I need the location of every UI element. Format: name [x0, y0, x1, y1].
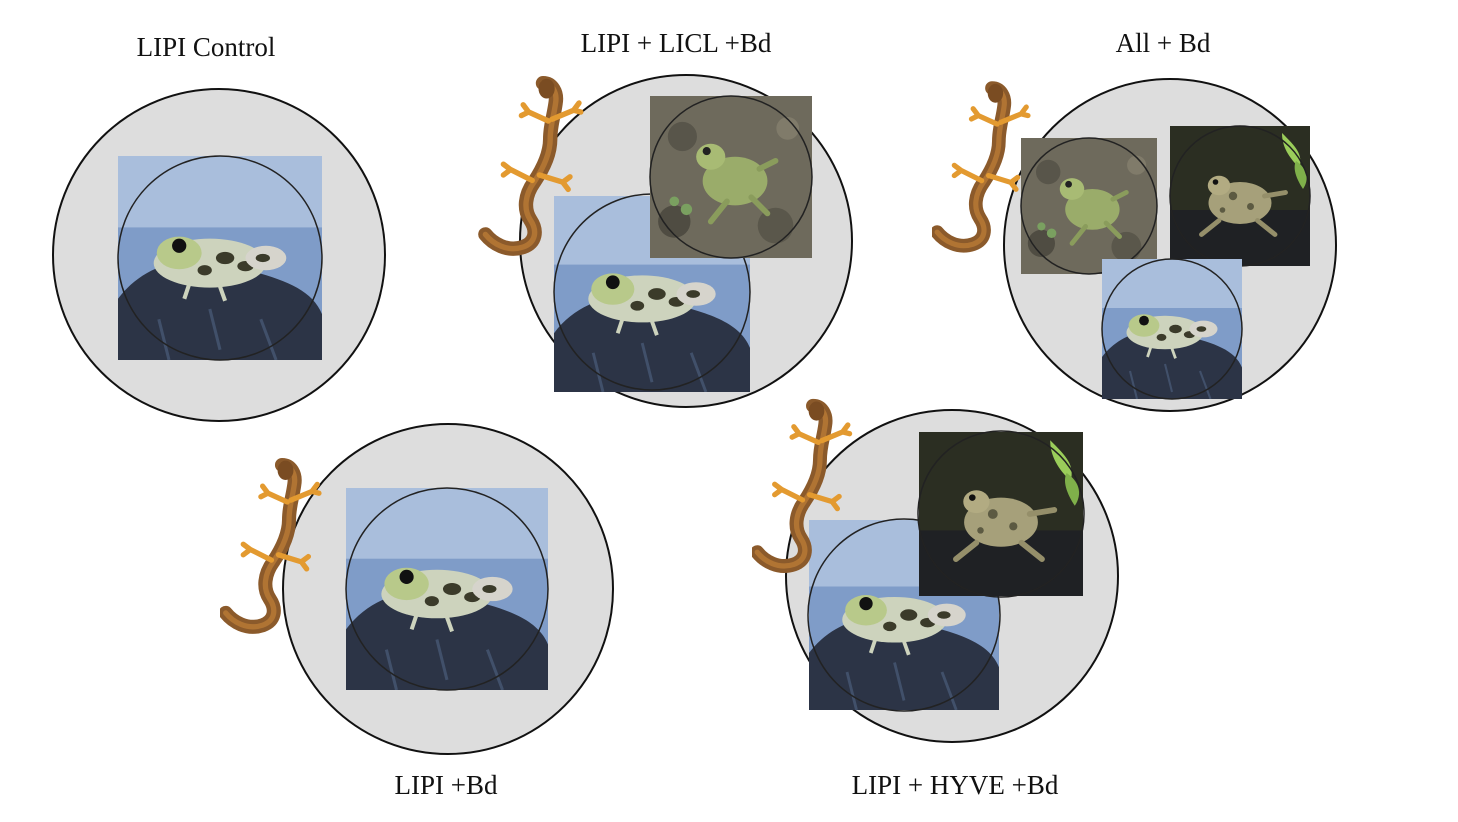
panel-lipi-control	[52, 88, 386, 422]
panel-title-lipi-bd: LIPI +Bd	[394, 770, 498, 800]
panel-title-all-bd: All + Bd	[1115, 28, 1211, 58]
panel-all-bd	[937, 78, 1337, 412]
licl-frog-photo	[650, 96, 812, 258]
panel-lipi-bd	[226, 423, 614, 755]
panel-title-lipi-control: LIPI Control	[136, 32, 276, 62]
panel-title-lipi-licl-bd: LIPI + LICL +Bd	[580, 28, 772, 58]
lipi-frog-photo	[346, 488, 548, 690]
hyve-frog-photo	[919, 432, 1083, 596]
lipi-frog-photo	[118, 156, 322, 360]
panel-lipi-hyve-bd	[757, 401, 1119, 743]
panel-title-lipi-hyve-bd: LIPI + HYVE +Bd	[851, 770, 1059, 800]
panel-lipi-licl-bd	[485, 74, 853, 408]
